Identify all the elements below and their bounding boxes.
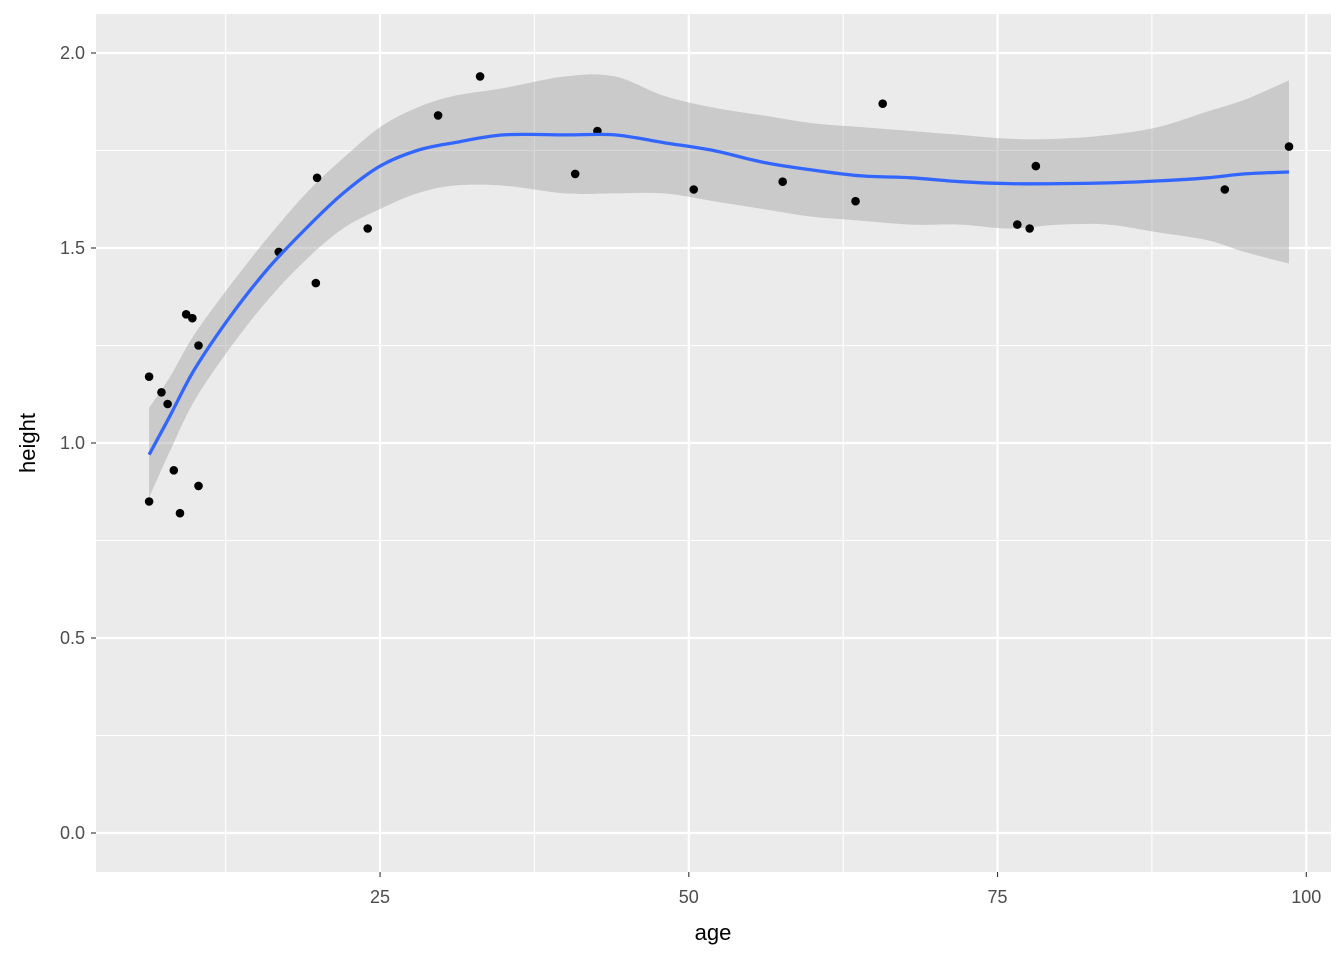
data-point: [169, 466, 179, 475]
data-point: [311, 278, 321, 288]
data-point: [194, 481, 203, 491]
grid-major: [96, 14, 1331, 872]
data-point: [157, 388, 166, 397]
x-tick-label: 50: [679, 887, 699, 907]
y-tick-label: 2.0: [60, 43, 85, 63]
data-point: [312, 173, 322, 183]
data-point: [570, 169, 580, 179]
confidence-ribbon: [149, 74, 1290, 498]
x-tick-label: 100: [1291, 887, 1321, 907]
data-point: [194, 341, 203, 350]
data-point: [1031, 161, 1041, 171]
y-axis-title: height: [15, 413, 40, 473]
x-tick-label: 25: [370, 887, 390, 907]
data-point: [689, 185, 699, 194]
x-axis-title: age: [695, 920, 732, 945]
data-point: [878, 99, 887, 108]
smooth-line: [147, 132, 1290, 456]
data-point: [851, 196, 860, 206]
data-point: [144, 372, 154, 382]
x-axis: 25 50 75 100: [370, 872, 1321, 907]
data-point: [475, 72, 485, 81]
y-axis: 0.0 0.5 1.0 1.5 2.0: [60, 43, 96, 843]
data-point: [1025, 224, 1034, 233]
y-tick-label: 1.5: [60, 238, 85, 258]
data-point: [778, 177, 787, 186]
data-point: [188, 313, 197, 323]
data-point: [1013, 220, 1022, 229]
data-point: [363, 224, 373, 233]
data-point: [163, 399, 172, 409]
data-point: [181, 310, 191, 319]
data-point: [175, 508, 185, 518]
y-tick-label: 0.5: [60, 628, 85, 648]
data-point: [1220, 185, 1230, 194]
x-tick-label: 75: [988, 887, 1008, 907]
data-point: [433, 111, 443, 120]
data-point: [1284, 142, 1294, 151]
y-tick-label: 1.0: [60, 433, 85, 453]
data-point: [144, 497, 154, 506]
y-tick-label: 0.0: [60, 823, 85, 843]
